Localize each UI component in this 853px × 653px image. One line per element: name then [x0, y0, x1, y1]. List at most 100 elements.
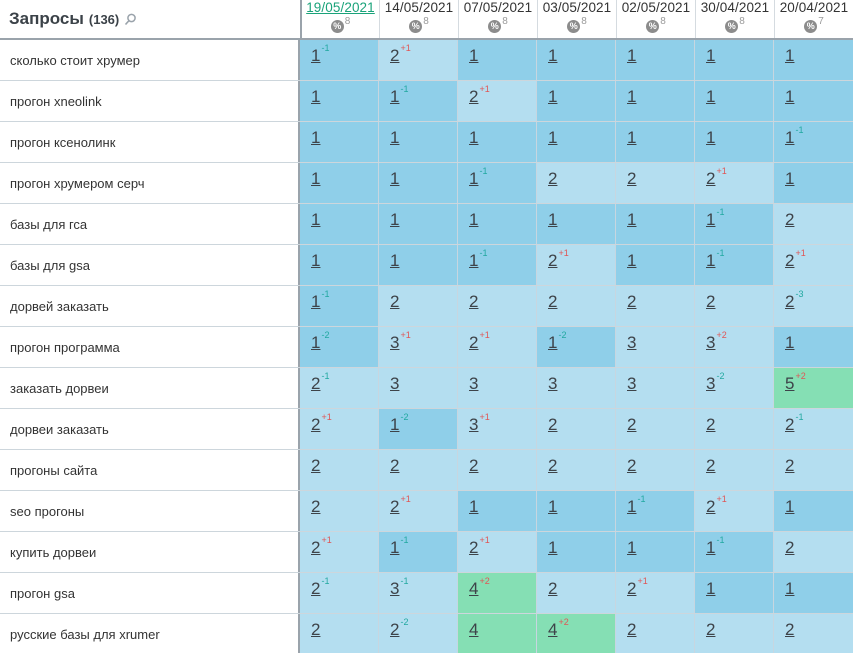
position-link[interactable]: 1	[390, 87, 400, 106]
position-link[interactable]: 1	[627, 87, 637, 106]
position-link[interactable]: 3	[706, 374, 716, 393]
position-link[interactable]: 1	[706, 46, 716, 65]
position-link[interactable]: 2	[785, 456, 795, 475]
position-link[interactable]: 1	[785, 333, 795, 352]
position-link[interactable]: 1	[311, 251, 321, 270]
position-link[interactable]: 2	[627, 456, 637, 475]
position-link[interactable]: 2	[311, 620, 321, 639]
position-link[interactable]: 2	[548, 456, 558, 475]
position-link[interactable]: 2	[627, 415, 637, 434]
position-link[interactable]: 2	[785, 210, 795, 229]
position-link[interactable]: 1	[706, 87, 716, 106]
date-link[interactable]: 02/05/2021	[621, 0, 691, 15]
position-link[interactable]: 2	[627, 579, 637, 598]
position-link[interactable]: 1	[390, 251, 400, 270]
date-link[interactable]: 07/05/2021	[463, 0, 533, 15]
position-link[interactable]: 1	[627, 46, 637, 65]
position-link[interactable]: 1	[311, 128, 321, 147]
position-link[interactable]: 3	[469, 415, 479, 434]
position-link[interactable]: 3	[627, 333, 637, 352]
position-link[interactable]: 2	[627, 169, 637, 188]
position-link[interactable]: 2	[785, 538, 795, 557]
position-link[interactable]: 1	[548, 128, 558, 147]
position-link[interactable]: 5	[785, 374, 795, 393]
position-link[interactable]: 2	[785, 251, 795, 270]
position-link[interactable]: 2	[311, 579, 321, 598]
position-link[interactable]: 1	[706, 538, 716, 557]
position-link[interactable]: 2	[311, 415, 321, 434]
position-link[interactable]: 1	[785, 128, 795, 147]
position-link[interactable]: 1	[390, 538, 400, 557]
position-link[interactable]: 3	[390, 374, 400, 393]
position-link[interactable]: 3	[627, 374, 637, 393]
position-link[interactable]: 1	[469, 251, 479, 270]
position-link[interactable]: 1	[469, 497, 479, 516]
position-link[interactable]: 3	[706, 333, 716, 352]
date-link[interactable]: 03/05/2021	[542, 0, 612, 15]
position-link[interactable]: 1	[548, 333, 558, 352]
position-link[interactable]: 2	[706, 497, 716, 516]
position-link[interactable]: 1	[785, 497, 795, 516]
position-link[interactable]: 2	[548, 415, 558, 434]
position-link[interactable]: 2	[469, 456, 479, 475]
position-link[interactable]: 1	[311, 210, 321, 229]
position-link[interactable]: 1	[706, 251, 716, 270]
date-link[interactable]: 30/04/2021	[700, 0, 770, 15]
position-link[interactable]: 2	[785, 292, 795, 311]
position-link[interactable]: 1	[627, 210, 637, 229]
position-link[interactable]: 4	[469, 620, 479, 639]
position-link[interactable]: 2	[390, 46, 400, 65]
position-link[interactable]: 1	[785, 46, 795, 65]
position-link[interactable]: 2	[390, 292, 400, 311]
position-link[interactable]: 3	[390, 579, 400, 598]
position-link[interactable]: 2	[548, 169, 558, 188]
date-link[interactable]: 19/05/2021	[306, 0, 375, 15]
position-link[interactable]: 1	[706, 579, 716, 598]
position-link[interactable]: 1	[785, 87, 795, 106]
position-link[interactable]: 2	[706, 292, 716, 311]
position-link[interactable]: 1	[627, 538, 637, 557]
position-link[interactable]: 1	[548, 538, 558, 557]
position-link[interactable]: 1	[311, 333, 321, 352]
position-link[interactable]: 3	[548, 374, 558, 393]
position-link[interactable]: 1	[785, 169, 795, 188]
position-link[interactable]: 1	[390, 169, 400, 188]
position-link[interactable]: 2	[785, 620, 795, 639]
position-link[interactable]: 1	[390, 128, 400, 147]
position-link[interactable]: 4	[469, 579, 479, 598]
position-link[interactable]: 1	[548, 46, 558, 65]
position-link[interactable]: 3	[390, 333, 400, 352]
position-link[interactable]: 2	[469, 292, 479, 311]
position-link[interactable]: 2	[627, 292, 637, 311]
position-link[interactable]: 2	[311, 497, 321, 516]
position-link[interactable]: 1	[548, 210, 558, 229]
position-link[interactable]: 2	[785, 415, 795, 434]
position-link[interactable]: 3	[469, 374, 479, 393]
position-link[interactable]: 4	[548, 620, 558, 639]
position-link[interactable]: 1	[469, 46, 479, 65]
position-link[interactable]: 2	[548, 251, 558, 270]
position-link[interactable]: 1	[706, 210, 716, 229]
position-link[interactable]: 1	[627, 251, 637, 270]
position-link[interactable]: 1	[627, 497, 637, 516]
position-link[interactable]: 2	[627, 620, 637, 639]
position-link[interactable]: 1	[469, 128, 479, 147]
position-link[interactable]: 2	[706, 456, 716, 475]
position-link[interactable]: 1	[311, 292, 321, 311]
position-link[interactable]: 2	[469, 87, 479, 106]
position-link[interactable]: 1	[706, 128, 716, 147]
position-link[interactable]: 2	[469, 333, 479, 352]
position-link[interactable]: 1	[390, 210, 400, 229]
position-link[interactable]: 1	[548, 87, 558, 106]
position-link[interactable]: 1	[311, 169, 321, 188]
position-link[interactable]: 2	[706, 169, 716, 188]
position-link[interactable]: 2	[548, 579, 558, 598]
position-link[interactable]: 2	[469, 538, 479, 557]
position-link[interactable]: 1	[627, 128, 637, 147]
position-link[interactable]: 2	[390, 497, 400, 516]
position-link[interactable]: 1	[311, 46, 321, 65]
position-link[interactable]: 2	[311, 456, 321, 475]
position-link[interactable]: 2	[390, 456, 400, 475]
position-link[interactable]: 1	[311, 87, 321, 106]
position-link[interactable]: 2	[548, 292, 558, 311]
